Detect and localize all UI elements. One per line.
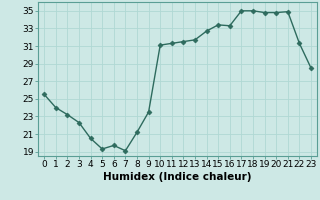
X-axis label: Humidex (Indice chaleur): Humidex (Indice chaleur) bbox=[103, 172, 252, 182]
